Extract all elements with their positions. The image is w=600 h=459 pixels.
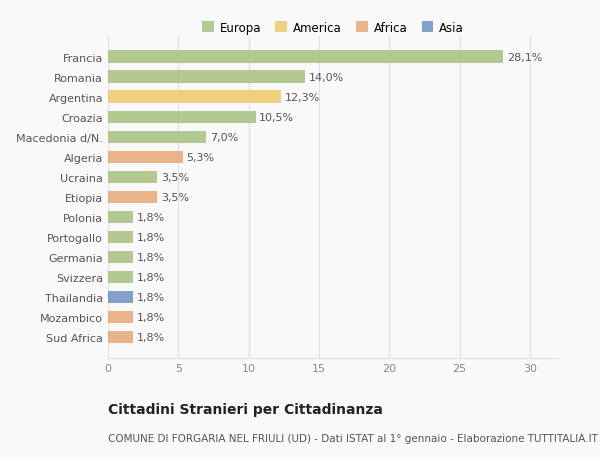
Text: 3,5%: 3,5% — [161, 173, 189, 182]
Text: 1,8%: 1,8% — [137, 312, 165, 322]
Text: 1,8%: 1,8% — [137, 252, 165, 262]
Bar — [108, 311, 133, 324]
Legend: Europa, America, Africa, Asia: Europa, America, Africa, Asia — [197, 17, 469, 39]
Text: 7,0%: 7,0% — [210, 133, 238, 142]
Bar — [108, 131, 206, 144]
Bar — [108, 211, 133, 224]
Bar — [108, 291, 133, 303]
Text: Cittadini Stranieri per Cittadinanza: Cittadini Stranieri per Cittadinanza — [108, 402, 383, 416]
Text: 1,8%: 1,8% — [137, 272, 165, 282]
Bar — [108, 271, 133, 284]
Text: 1,8%: 1,8% — [137, 292, 165, 302]
Bar — [108, 51, 503, 64]
Text: 1,8%: 1,8% — [137, 332, 165, 342]
Text: 5,3%: 5,3% — [186, 152, 214, 162]
Text: 12,3%: 12,3% — [284, 92, 320, 102]
Bar — [108, 171, 157, 184]
Text: 14,0%: 14,0% — [308, 73, 344, 83]
Text: 3,5%: 3,5% — [161, 192, 189, 202]
Bar — [108, 111, 256, 123]
Bar — [108, 91, 281, 104]
Text: 1,8%: 1,8% — [137, 232, 165, 242]
Bar — [108, 71, 305, 84]
Bar — [108, 331, 133, 343]
Bar — [108, 231, 133, 244]
Text: COMUNE DI FORGARIA NEL FRIULI (UD) - Dati ISTAT al 1° gennaio - Elaborazione TUT: COMUNE DI FORGARIA NEL FRIULI (UD) - Dat… — [108, 433, 598, 442]
Bar — [108, 251, 133, 263]
Text: 28,1%: 28,1% — [506, 52, 542, 62]
Bar — [108, 191, 157, 203]
Text: 10,5%: 10,5% — [259, 112, 294, 123]
Bar — [108, 151, 182, 163]
Text: 1,8%: 1,8% — [137, 213, 165, 222]
